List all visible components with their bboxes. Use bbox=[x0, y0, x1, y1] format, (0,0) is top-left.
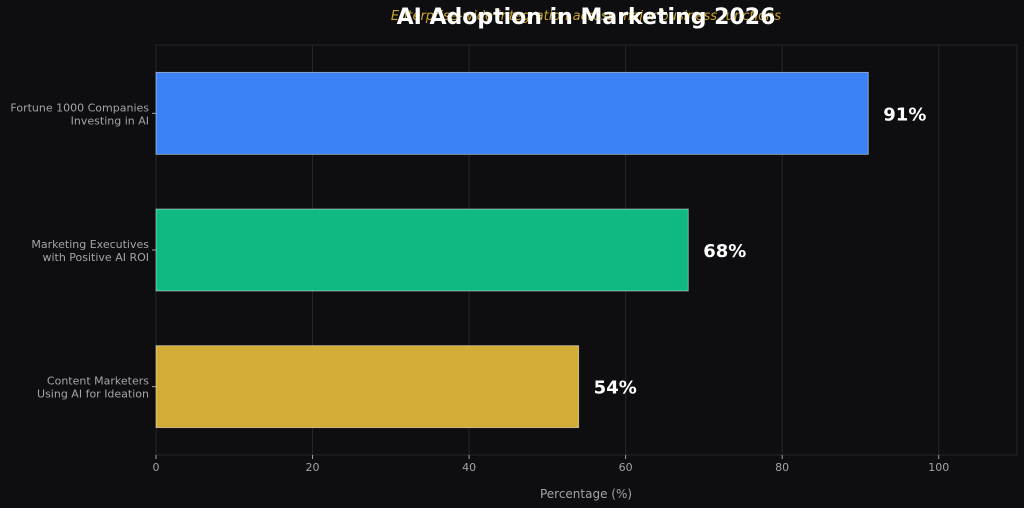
chart-subtitle: Enterprise-wide integration across major… bbox=[391, 9, 781, 24]
value-labels: 91% 68% 54% bbox=[594, 104, 927, 398]
y-category-label: Content Marketers Using AI for Ideation bbox=[37, 375, 149, 401]
bar bbox=[155, 345, 580, 429]
bar-value-label: 54% bbox=[594, 378, 637, 399]
x-tick-label: 100 bbox=[928, 461, 949, 474]
bar bbox=[155, 208, 689, 292]
x-tick-label: 40 bbox=[462, 461, 476, 474]
bars bbox=[155, 71, 869, 429]
bar bbox=[155, 71, 869, 155]
y-axis-labels: Fortune 1000 Companies Investing in AI Mar… bbox=[10, 101, 156, 401]
y-category-label: Marketing Executives with Positive AI ROI bbox=[31, 238, 149, 264]
bar-value-label: 91% bbox=[883, 104, 926, 125]
x-axis-ticks: 0 20 40 60 80 100 bbox=[153, 455, 949, 474]
x-axis-label: Percentage (%) bbox=[540, 487, 632, 501]
x-tick-label: 20 bbox=[306, 461, 320, 474]
chart-title: AI Adoption in Marketing 2026 bbox=[397, 5, 776, 30]
x-tick-label: 0 bbox=[153, 461, 160, 474]
y-category-label: Fortune 1000 Companies Investing in AI bbox=[10, 101, 149, 127]
x-tick-label: 80 bbox=[775, 461, 789, 474]
x-tick-label: 60 bbox=[619, 461, 633, 474]
bar-value-label: 68% bbox=[703, 241, 746, 262]
